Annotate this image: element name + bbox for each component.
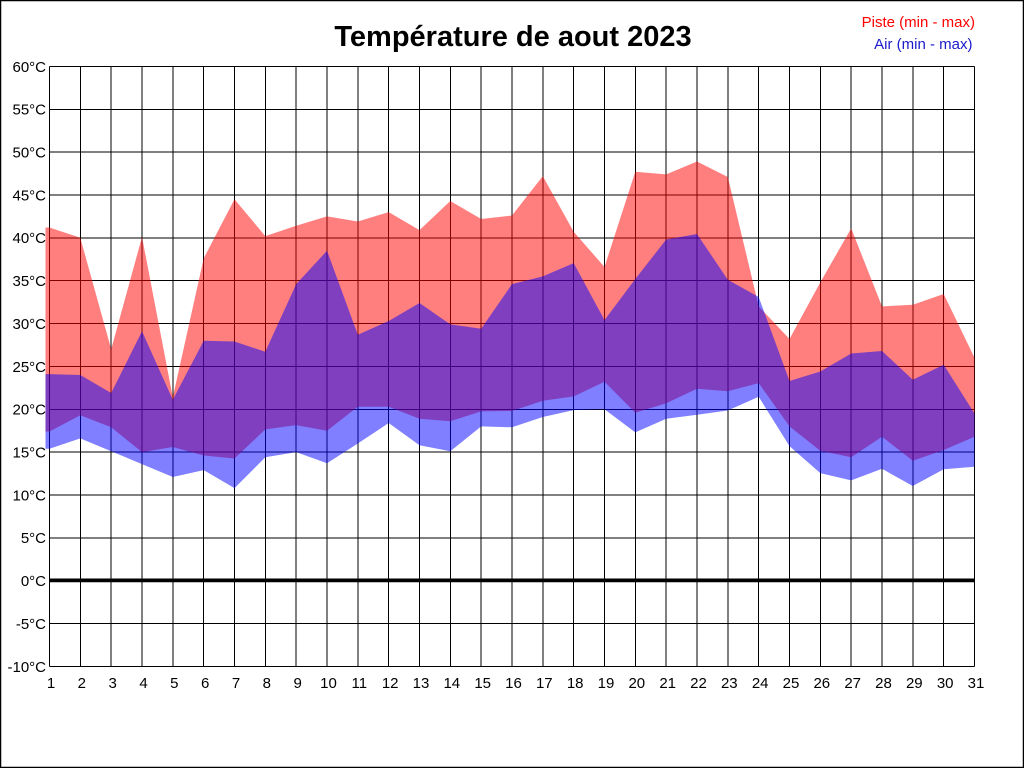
svg-text:11: 11 [352,675,368,692]
svg-text:55°C: 55°C [12,102,46,119]
svg-text:23: 23 [721,675,738,692]
svg-text:5: 5 [170,675,178,692]
svg-text:-10°C: -10°C [7,659,46,676]
svg-text:10: 10 [320,675,337,692]
svg-text:35°C: 35°C [12,273,46,290]
svg-text:26: 26 [813,675,830,692]
svg-text:25°C: 25°C [12,359,46,376]
svg-text:50°C: 50°C [12,145,46,162]
svg-text:30: 30 [937,675,954,692]
svg-text:-5°C: -5°C [16,616,46,633]
svg-text:3: 3 [109,675,117,692]
svg-text:18: 18 [567,675,584,692]
svg-text:2: 2 [78,675,86,692]
svg-text:20°C: 20°C [12,402,46,419]
svg-text:30°C: 30°C [12,316,46,333]
svg-text:22: 22 [690,675,707,692]
svg-text:17: 17 [536,675,553,692]
svg-text:40°C: 40°C [12,230,46,247]
svg-text:28: 28 [875,675,892,692]
svg-text:1: 1 [47,675,55,692]
svg-text:8: 8 [263,675,271,692]
svg-text:Air (min - max): Air (min - max) [874,36,972,53]
svg-text:7: 7 [232,675,240,692]
svg-text:24: 24 [752,675,769,692]
svg-text:4: 4 [139,675,147,692]
svg-text:27: 27 [844,675,861,692]
svg-text:20: 20 [628,675,645,692]
svg-text:31: 31 [968,675,985,692]
svg-text:13: 13 [413,675,430,692]
svg-text:60°C: 60°C [12,59,46,76]
svg-text:0°C: 0°C [21,573,46,590]
svg-text:12: 12 [382,675,399,692]
svg-text:19: 19 [598,675,615,692]
svg-text:14: 14 [443,675,460,692]
svg-text:21: 21 [659,675,676,692]
svg-text:45°C: 45°C [12,187,46,204]
svg-text:5°C: 5°C [21,530,46,547]
svg-text:6: 6 [201,675,209,692]
svg-text:9: 9 [294,675,302,692]
svg-text:10°C: 10°C [12,487,46,504]
svg-text:15°C: 15°C [12,445,46,462]
svg-text:29: 29 [906,675,923,692]
svg-text:25: 25 [783,675,800,692]
svg-text:Température de aout 2023: Température de aout 2023 [334,21,691,53]
svg-text:16: 16 [505,675,522,692]
svg-text:15: 15 [474,675,491,692]
svg-text:Piste (min - max): Piste (min - max) [862,14,975,31]
